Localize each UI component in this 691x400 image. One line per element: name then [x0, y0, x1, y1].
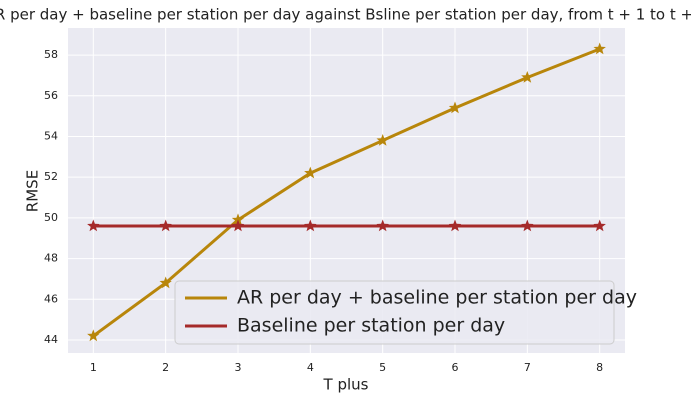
y-tick-label: 54 [44, 129, 58, 142]
x-tick-label: 6 [452, 361, 459, 374]
y-tick-label: 50 [44, 211, 58, 224]
point-marker [231, 213, 245, 226]
point-marker [448, 219, 462, 232]
point-marker [376, 219, 389, 232]
series-line [92, 47, 601, 338]
x-tick-label: 7 [524, 361, 531, 374]
y-tick-label: 44 [44, 333, 58, 346]
x-axis-label: T plus [323, 376, 369, 394]
x-tick-label: 2 [162, 361, 169, 374]
legend-label: Baseline per station per day [237, 315, 505, 337]
chart-title: AR per day + baseline per station per da… [0, 6, 691, 24]
legend: AR per day + baseline per station per da… [174, 280, 637, 345]
point-marker [521, 71, 534, 83]
point-marker [593, 219, 606, 232]
point-marker [521, 219, 534, 232]
x-tick-label: 8 [596, 361, 603, 374]
x-tick-label: 1 [90, 361, 97, 374]
point-marker [304, 219, 317, 232]
y-tick-label: 58 [44, 48, 58, 61]
point-marker [159, 219, 172, 232]
x-tick-label: 5 [379, 361, 386, 374]
point-marker [376, 134, 389, 146]
point-marker [87, 219, 100, 232]
point-marker [159, 276, 172, 289]
y-tick-label: 48 [44, 252, 58, 265]
y-tick-label: 46 [44, 292, 58, 305]
x-tick-label: 4 [307, 361, 314, 374]
y-tick-label: 56 [44, 89, 58, 102]
point-marker [87, 329, 100, 342]
legend-box [174, 280, 615, 345]
point-marker [231, 219, 245, 232]
y-axis-label: RMSE [24, 170, 42, 212]
point-marker [304, 166, 317, 179]
point-marker [448, 101, 462, 114]
y-tick-label: 52 [44, 170, 58, 183]
x-tick-label: 3 [234, 361, 241, 374]
legend-label: AR per day + baseline per station per da… [237, 287, 637, 309]
point-marker [593, 42, 606, 55]
